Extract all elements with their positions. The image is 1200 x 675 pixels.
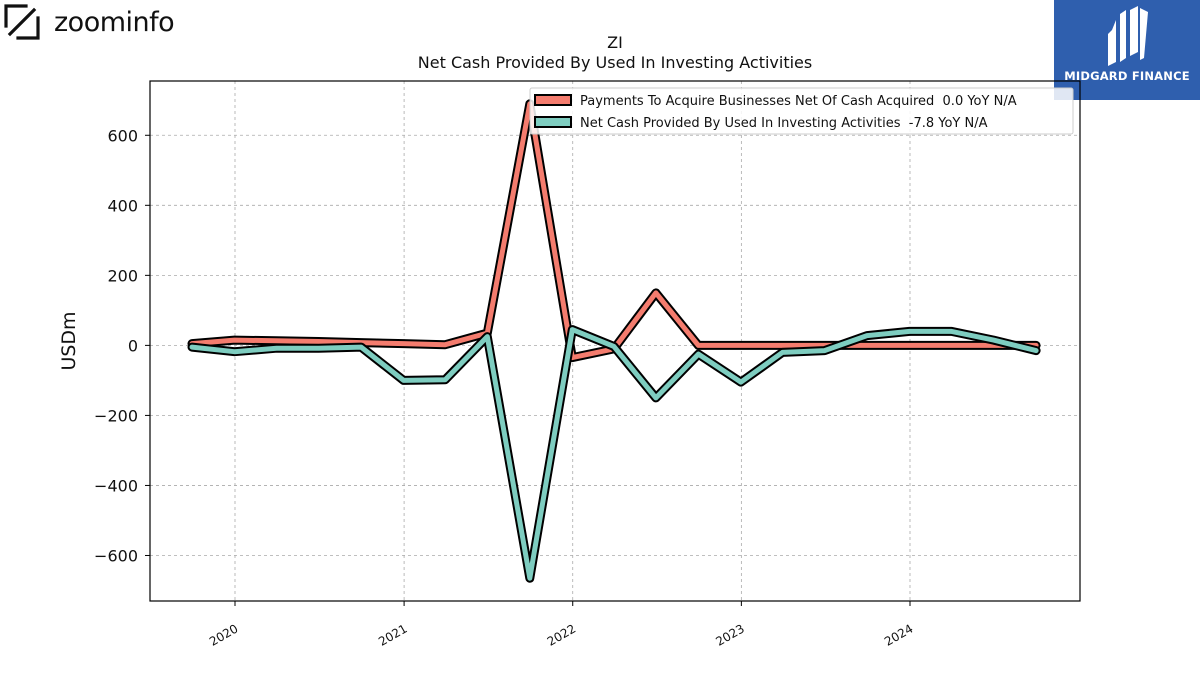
series-2-outline [187, 325, 1041, 583]
zoominfo-z-icon [4, 4, 40, 40]
midgard-finance-text: MIDGARD FINANCE [1064, 69, 1190, 83]
plot-frame [149, 80, 1081, 602]
series-layer [187, 99, 1041, 583]
y-axis: −600 −400 −200 0 200 400 600 [94, 126, 150, 565]
y-tick-label: 600 [107, 126, 138, 145]
legend-label-2: Net Cash Provided By Used In Investing A… [580, 116, 988, 131]
x-tick-label: 2022 [545, 621, 578, 648]
series-2-line [189, 327, 1039, 581]
y-tick-label: −200 [94, 406, 138, 425]
chart-subtitle: Net Cash Provided By Used In Investing A… [418, 53, 812, 72]
y-axis-label: USDm [58, 311, 80, 370]
chart-legend: Payments To Acquire Businesses Net Of Ca… [529, 87, 1074, 135]
x-tick-label: 2024 [882, 621, 915, 648]
legend-box [529, 87, 1074, 135]
series-1-outline [187, 99, 1041, 363]
zoominfo-logo: zoominfo [4, 2, 175, 42]
legend-swatch-2 [534, 116, 572, 128]
y-tick-label: 0 [128, 336, 138, 355]
y-tick-label: −400 [94, 476, 138, 495]
x-axis: 2020 2021 2022 2023 2024 [207, 601, 916, 649]
x-tick-label: 2020 [207, 621, 240, 648]
x-tick-label: 2021 [376, 621, 409, 648]
midgard-m-icon [1108, 6, 1148, 66]
chart-title: ZI [607, 33, 623, 52]
legend-label-1: Payments To Acquire Businesses Net Of Ca… [580, 94, 1017, 109]
y-tick-label: −600 [94, 546, 138, 565]
zoominfo-logo-text: zoominfo [54, 6, 175, 38]
y-tick-label: 400 [107, 196, 138, 215]
midgard-finance-badge: MIDGARD FINANCE [1054, 0, 1200, 100]
series-1-line [189, 101, 1039, 361]
y-tick-label: 200 [107, 266, 138, 285]
legend-swatch-1 [534, 94, 572, 106]
x-tick-label: 2023 [713, 621, 746, 648]
